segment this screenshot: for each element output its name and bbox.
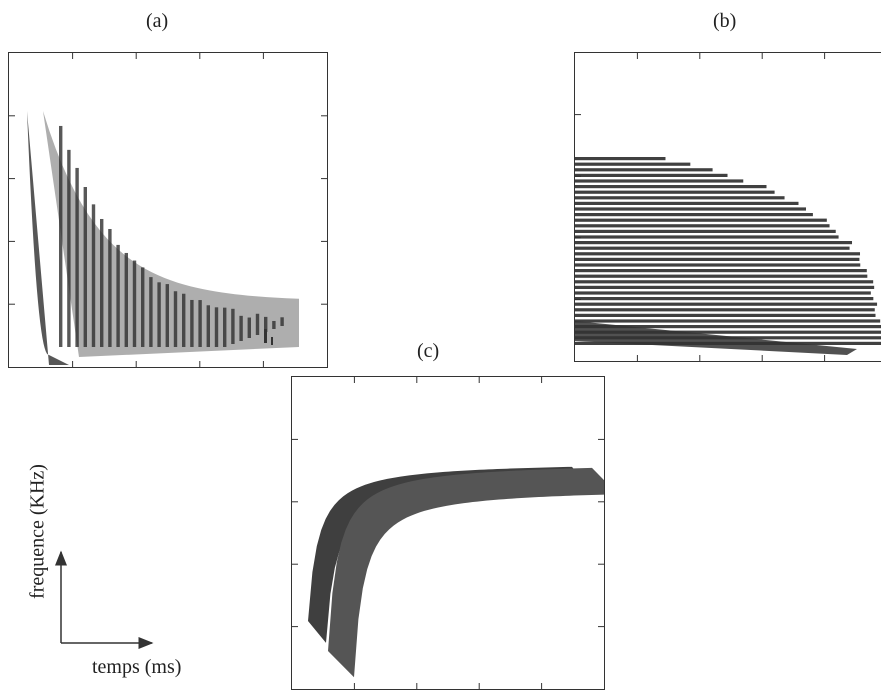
panel-c-ticks: [292, 377, 604, 689]
panel-a-label: (a): [146, 10, 169, 32]
panel-a-striations: [59, 125, 284, 347]
x-axis-label: temps (ms): [92, 656, 182, 678]
panel-b-striations: [575, 157, 881, 355]
panel-c-label: (c): [417, 340, 440, 362]
y-axis-label: frequence (KHz): [26, 464, 49, 599]
panel-a-plot: [9, 53, 327, 367]
panel-c-bands: [308, 466, 604, 678]
panel-a-bands: [27, 111, 299, 365]
axis-indicator: [55, 550, 154, 649]
panel-c: [291, 376, 605, 690]
panel-a-ticks: [9, 53, 327, 367]
panel-b: [574, 52, 881, 362]
panel-b-plot: [575, 53, 881, 361]
panel-a: [8, 52, 328, 368]
panel-b-label: (b): [713, 10, 737, 32]
panel-c-plot: [292, 377, 604, 689]
